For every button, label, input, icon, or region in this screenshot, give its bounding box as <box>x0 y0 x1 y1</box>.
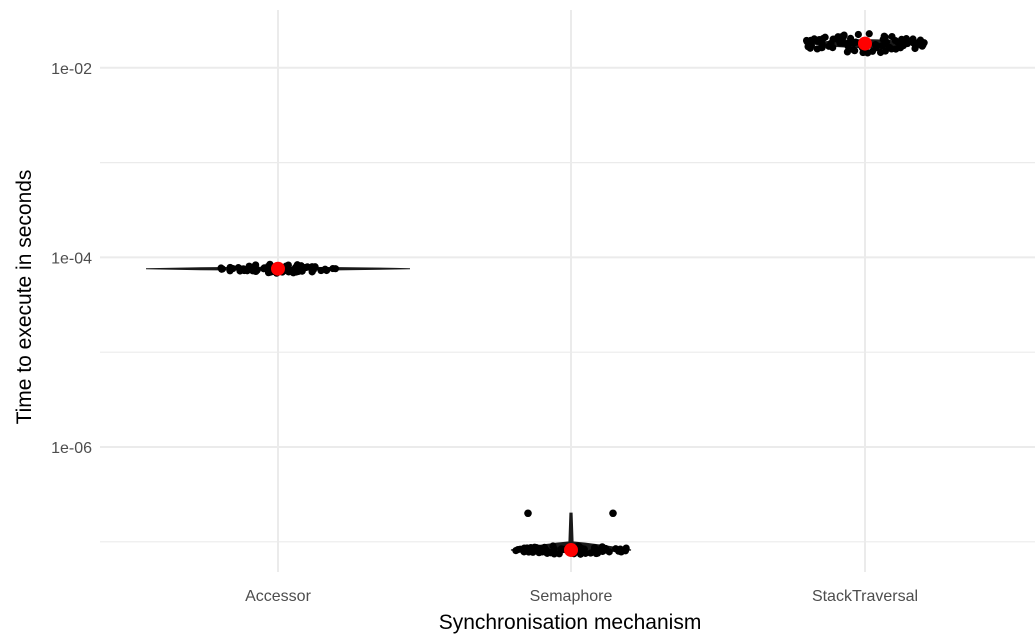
data-point <box>892 45 900 53</box>
data-point <box>818 44 826 52</box>
data-point <box>891 36 899 45</box>
data-point <box>622 544 630 552</box>
data-point <box>598 544 606 552</box>
data-point <box>849 46 858 54</box>
y-tick-label: 1e-02 <box>51 61 92 78</box>
data-point <box>865 30 873 38</box>
data-point <box>803 37 811 46</box>
data-point <box>909 36 917 45</box>
data-point <box>882 38 891 46</box>
data-point <box>900 40 908 48</box>
grid-lines <box>100 10 1035 572</box>
y-tick-label: 1e-04 <box>51 250 92 267</box>
data-point <box>872 44 881 52</box>
data-point <box>590 544 599 552</box>
data-point <box>854 30 862 39</box>
data-point <box>880 32 888 40</box>
y-axis-title: Time to execute in seconds <box>13 170 36 425</box>
data-point <box>843 48 852 56</box>
data-point <box>516 545 524 553</box>
outlier-point <box>524 509 532 518</box>
data-point <box>808 37 817 45</box>
data-point <box>308 268 316 276</box>
x-tick-label: Accessor <box>245 588 311 605</box>
data-point <box>614 547 623 555</box>
data-point <box>557 545 565 553</box>
data-point <box>549 542 557 550</box>
data-point <box>321 265 329 273</box>
data-point <box>217 264 225 272</box>
mean-marker <box>564 542 578 557</box>
mean-marker <box>271 261 285 276</box>
data-point <box>303 263 312 271</box>
data-point <box>829 43 837 52</box>
data-point <box>916 38 924 47</box>
data-point <box>294 264 303 272</box>
mean-marker <box>858 36 872 51</box>
data-point <box>253 266 261 274</box>
data-point <box>587 549 595 557</box>
data-point <box>876 48 885 57</box>
data-point <box>581 549 590 557</box>
data-point <box>836 39 844 47</box>
data-point <box>331 265 340 273</box>
data-point <box>531 543 539 551</box>
violins <box>145 39 921 554</box>
data-point <box>285 268 293 276</box>
data-point <box>538 548 546 556</box>
y-tick-label: 1e-06 <box>51 440 92 457</box>
data-point <box>245 265 254 273</box>
data-point <box>605 548 613 556</box>
data-point <box>848 38 856 46</box>
data-point <box>911 44 919 53</box>
data-points <box>217 30 928 558</box>
data-point <box>834 33 842 41</box>
data-point <box>546 549 555 557</box>
x-tick-label: Semaphore <box>530 588 613 605</box>
data-point <box>821 33 829 41</box>
data-point <box>263 264 272 272</box>
x-axis-title: Synchronisation mechanism <box>439 611 702 634</box>
outlier-point <box>609 509 617 518</box>
x-tick-label: StackTraversal <box>812 588 918 605</box>
mean-markers <box>271 36 872 557</box>
tick-labels: 1e-06 1e-04 1e-02 Accessor Semaphore StackTra… <box>51 61 918 605</box>
data-point <box>226 263 234 272</box>
